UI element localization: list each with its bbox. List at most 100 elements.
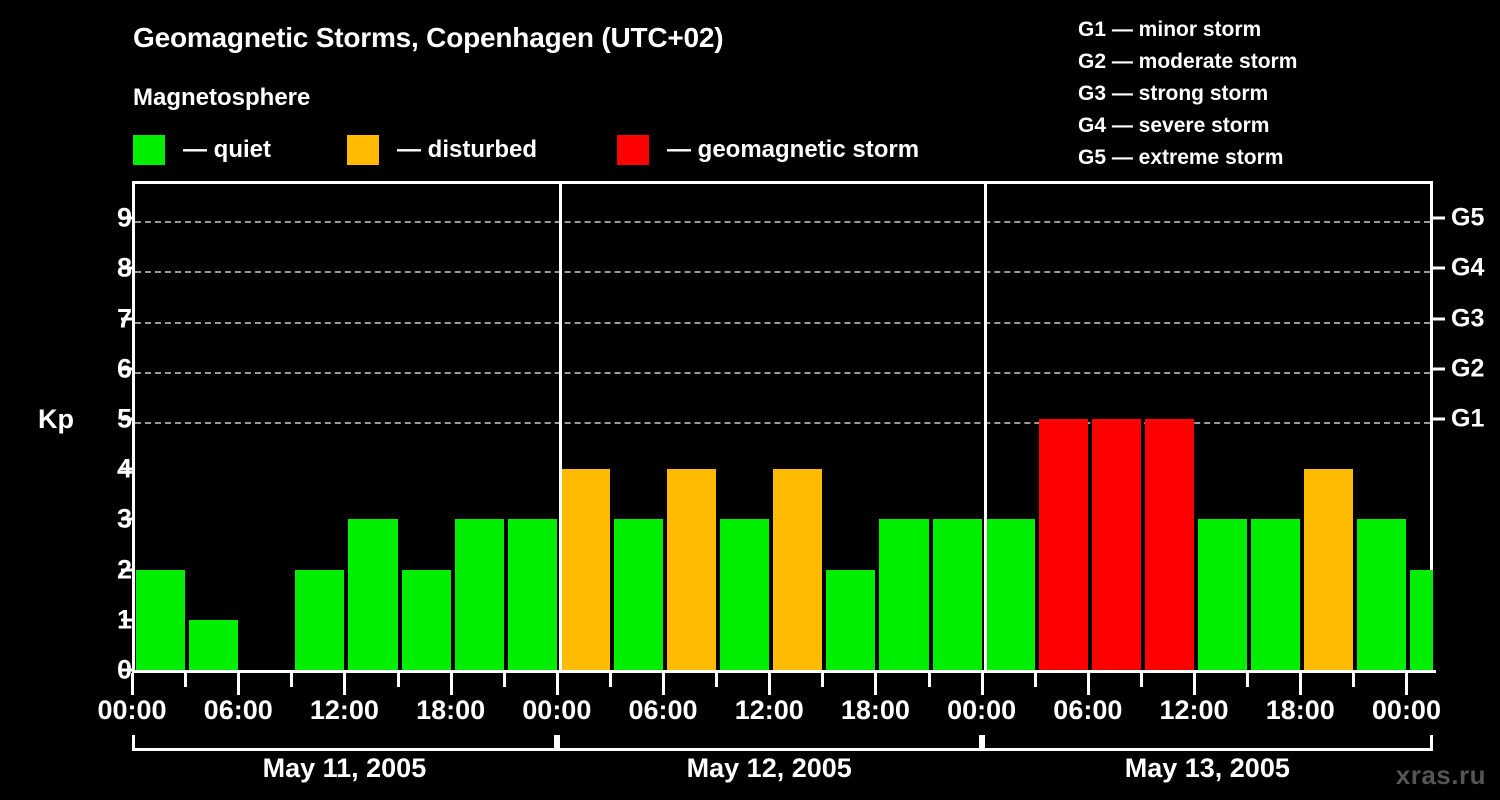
y-tick-mark — [121, 417, 132, 421]
y-tick-mark — [121, 266, 132, 270]
x-tick-minor — [927, 673, 931, 687]
x-tick-major — [662, 673, 666, 695]
x-axis: 00:00 06:00 12:00 18:00 00:00 06:00 12:00 18:00… — [0, 673, 1500, 733]
x-tick-minor — [184, 673, 188, 687]
x-tick-label: 12:00 — [1159, 695, 1229, 725]
y-tick-mark — [121, 517, 132, 521]
g-scale-legend-row: G2 — moderate storm — [1078, 50, 1298, 73]
g-scale-legend-row: G3 — strong storm — [1078, 82, 1269, 105]
bar — [189, 619, 239, 670]
swatch-disturbed-icon — [347, 135, 379, 165]
swatch-storm-icon — [617, 135, 649, 165]
x-axis-line — [132, 670, 1436, 673]
y-axis: 0123456789 — [70, 0, 132, 800]
x-tick-label: 18:00 — [840, 695, 910, 725]
gridline — [135, 371, 1430, 374]
date-axis: May 11, 2005 May 12, 2005 May 13, 2005 — [0, 735, 1500, 800]
x-tick-label: 12:00 — [734, 695, 804, 725]
x-tick-label: 18:00 — [1265, 695, 1335, 725]
gridline — [135, 422, 1430, 424]
bar — [507, 519, 557, 670]
x-tick-minor — [608, 673, 612, 687]
date-bracket — [556, 735, 982, 751]
gridline — [135, 271, 1430, 274]
g-tick-mark — [1433, 216, 1445, 220]
bar — [613, 519, 663, 670]
x-tick-label: 00:00 — [947, 695, 1017, 725]
y-tick-mark — [121, 317, 132, 321]
swatch-quiet-icon — [133, 135, 165, 165]
bar — [1251, 519, 1301, 670]
x-tick-label: 18:00 — [416, 695, 486, 725]
bar — [1410, 569, 1433, 670]
bar — [1091, 419, 1141, 670]
x-tick-minor — [821, 673, 825, 687]
bar — [773, 469, 823, 670]
y-tick-mark — [121, 216, 132, 220]
g-tick-mark — [1433, 266, 1445, 270]
date-bracket — [132, 735, 557, 751]
x-tick-major — [343, 673, 347, 695]
legend-entry: — quiet — [133, 134, 271, 166]
bar — [401, 569, 451, 670]
x-tick-major — [874, 673, 878, 695]
bar — [932, 519, 982, 670]
date-label: May 12, 2005 — [686, 753, 852, 783]
bar — [1144, 419, 1195, 670]
legend-label: — geomagnetic storm — [667, 136, 920, 163]
legend-entry: — geomagnetic storm — [617, 134, 919, 166]
plot-area — [132, 181, 1433, 672]
x-tick-label: 00:00 — [97, 695, 167, 725]
g-tick-label: G4 — [1451, 253, 1485, 282]
x-tick-major — [449, 673, 453, 695]
day-separator — [558, 184, 562, 672]
g-tick-label: G1 — [1451, 404, 1485, 433]
g-tick-mark — [1433, 317, 1445, 321]
bar — [1198, 519, 1248, 670]
y-tick-mark — [121, 618, 132, 622]
bar — [1038, 419, 1088, 670]
x-tick-major — [1405, 673, 1409, 695]
y-tick-mark — [121, 568, 132, 572]
x-tick-minor — [715, 673, 719, 687]
x-tick-major — [768, 673, 772, 695]
bar — [454, 519, 504, 670]
g-scale-legend-row: G1 — minor storm — [1078, 18, 1262, 41]
bar — [136, 569, 186, 670]
bar — [879, 519, 929, 670]
x-tick-label: 12:00 — [309, 695, 379, 725]
bar — [1304, 469, 1354, 670]
day-separator — [983, 184, 987, 672]
y-tick-mark — [121, 668, 132, 672]
y-tick-mark — [121, 367, 132, 371]
bar — [1357, 519, 1407, 670]
watermark: xras.ru — [1395, 760, 1486, 790]
x-tick-label: 00:00 — [522, 695, 592, 725]
x-tick-major — [1299, 673, 1303, 695]
x-tick-label: 06:00 — [203, 695, 273, 725]
x-tick-major — [1193, 673, 1197, 695]
x-tick-major — [980, 673, 984, 695]
g-scale-legend-row: G4 — severe storm — [1078, 114, 1270, 137]
y-axis-title: Kp — [38, 404, 74, 434]
g-tick-label: G2 — [1451, 354, 1485, 383]
g-scale-legend-row: G5 — extreme storm — [1078, 146, 1284, 169]
x-tick-major — [555, 673, 559, 695]
x-tick-label: 06:00 — [628, 695, 698, 725]
x-tick-minor — [290, 673, 294, 687]
x-tick-minor — [396, 673, 400, 687]
date-bracket — [981, 735, 1433, 751]
g-tick-mark — [1433, 417, 1445, 421]
bar — [720, 519, 770, 670]
x-tick-label: 06:00 — [1053, 695, 1123, 725]
bar — [348, 519, 398, 670]
gridline — [135, 221, 1430, 224]
g-axis: G1 G2 G3 G4 G5 — [1433, 0, 1500, 800]
legend-entry: — disturbed — [347, 134, 537, 166]
g-tick-mark — [1433, 367, 1445, 371]
bar — [826, 569, 876, 670]
legend-label: — disturbed — [397, 136, 538, 163]
x-tick-major — [237, 673, 241, 695]
x-tick-label: 00:00 — [1371, 695, 1441, 725]
